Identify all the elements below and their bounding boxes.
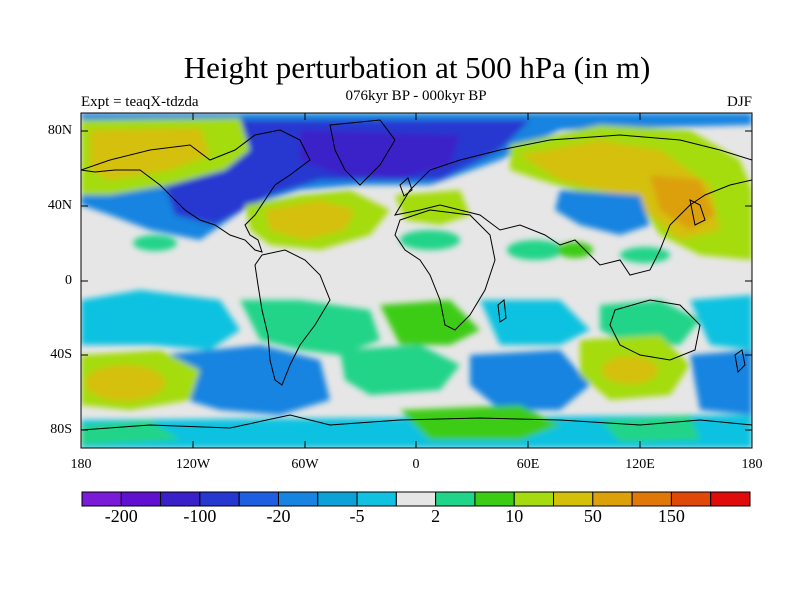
lon-label: 0 [412, 457, 420, 472]
colorbar-tick-label: -200 [104, 506, 138, 526]
lat-label: 40N [47, 198, 72, 213]
colorbar-tick-label: 150 [657, 506, 685, 526]
lon-label: 60E [516, 457, 540, 472]
colorbar-tick-label: 2 [431, 506, 441, 526]
lon-label: 120W [175, 457, 211, 472]
australia-green [600, 300, 700, 345]
colorbar-swatch [592, 491, 633, 507]
contour-field [81, 113, 752, 448]
southern-ridge-east-core [602, 356, 658, 384]
colorbar-swatch [435, 491, 476, 507]
madagascar-coast [497, 299, 507, 323]
colorbar-swatch [356, 491, 397, 507]
south-indian-blue [470, 350, 590, 410]
colorbar-swatch [631, 491, 672, 507]
southern-ridge-west-core [85, 365, 165, 401]
colorbar-swatch [553, 491, 594, 507]
colorbar-swatch [120, 491, 162, 507]
colorbar-swatch [317, 491, 358, 507]
north-america-coast [81, 129, 311, 253]
indian-ocean-cyan [480, 300, 590, 345]
figure-title: Height perturbation at 500 hPa (in m) [183, 50, 651, 85]
eurasia-coast [393, 134, 752, 276]
lon-label: 180 [70, 457, 92, 472]
colorbar-swatch [277, 491, 319, 507]
tropical-green-d [557, 242, 593, 258]
new-zealand-coast [734, 349, 746, 374]
australia-coast [609, 299, 701, 361]
east-asia-trough [555, 190, 650, 235]
colorbar-swatch [710, 491, 751, 507]
uk-coast [399, 177, 413, 197]
south-atlantic-green [380, 300, 480, 345]
greenland-coast [329, 119, 396, 186]
colorbar-swatch [199, 491, 240, 507]
npacific-core [90, 128, 210, 180]
far-east-ridge-core [650, 175, 715, 230]
southern-midlat-blue [160, 345, 330, 415]
colorbar-swatch [395, 491, 437, 507]
colorbar-tick-label: 50 [583, 506, 602, 526]
colorbar-tick-label: 10 [505, 506, 524, 526]
colorbar-swatch [238, 491, 279, 507]
tropical-green-a [133, 235, 177, 251]
experiment-label: Expt = teaqX-tdzda [81, 94, 199, 110]
antarctic-green-2 [81, 420, 180, 445]
south-america-coast [254, 249, 331, 386]
figure-subtitle: 076kyr BP - 000kyr BP [345, 88, 487, 104]
south-pacific-blue [81, 290, 240, 350]
coastlines [81, 119, 752, 431]
antarctic-cyan [81, 415, 752, 448]
lon-label: 180 [741, 457, 763, 472]
south-america-green [240, 300, 380, 355]
lat-label: 40S [50, 347, 72, 362]
lon-label: 60W [291, 457, 319, 472]
tropical-green-b [400, 230, 460, 250]
lat-label: 80S [50, 422, 72, 437]
axis-ticks [80, 113, 753, 448]
europe-positive [395, 190, 470, 225]
natlantic-core [265, 200, 355, 240]
japan-coast [689, 199, 706, 226]
atlantic-south-green [340, 345, 460, 395]
colorbar-swatch [81, 491, 122, 507]
lat-label: 0 [65, 273, 72, 288]
antarctica-coast [81, 414, 752, 431]
southeast-pacific-cyan [690, 295, 752, 350]
tropical-green-c [507, 240, 563, 260]
lon-label: 120E [625, 457, 655, 472]
colorbar-swatch [670, 491, 712, 507]
colorbar-swatch [160, 491, 201, 507]
lat-label: 80N [47, 123, 72, 138]
colorbar-tick-label: -5 [349, 506, 365, 526]
colorbar-swatch [474, 491, 515, 507]
antarctic-green-1 [400, 405, 560, 440]
colorbar-tick-label: -100 [183, 506, 217, 526]
colorbar-swatch [513, 491, 555, 507]
season-label: DJF [726, 94, 752, 110]
arctic-core-negative [300, 130, 460, 178]
africa-coast [394, 209, 496, 331]
colorbar-tick-label: -20 [266, 506, 291, 526]
tropical-green-e [620, 247, 670, 263]
